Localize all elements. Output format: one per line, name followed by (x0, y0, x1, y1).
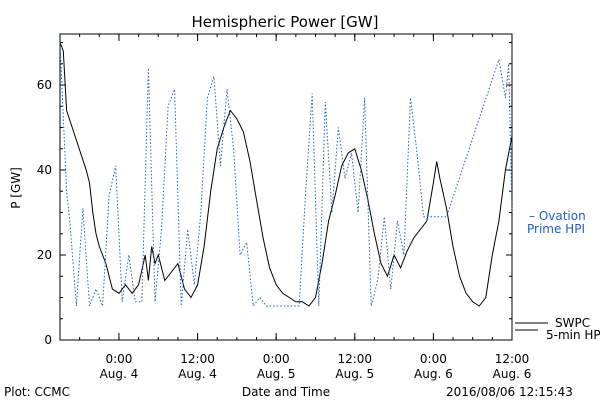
footer-timestamp: 2016/08/06 12:15:43 (446, 385, 573, 399)
ovation-legend-label-1: – Ovation (529, 209, 586, 223)
ovation-legend-label-2: Prime HPI (527, 222, 585, 236)
x-tick-date-label: Aug. 5 (257, 367, 296, 381)
plot-frame (59, 33, 513, 341)
x-tick-date-label: Aug. 5 (335, 367, 374, 381)
x-tick-time-label: 12:00 (495, 352, 530, 366)
footer-plot-credit: Plot: CCMC (4, 385, 70, 399)
y-tick-label: 20 (37, 248, 52, 262)
chart-title: Hemispheric Power [GW] (192, 13, 379, 31)
x-tick-time-label: 0:00 (420, 352, 447, 366)
swpc-legend-label-2: 5-min HPI (546, 328, 600, 342)
x-axis-label: Date and Time (242, 385, 330, 399)
series-line-swpc (59, 42, 513, 307)
x-tick-time-label: 0:00 (263, 352, 290, 366)
x-tick-time-label: 0:00 (105, 352, 132, 366)
x-tick-time-label: 12:00 (337, 352, 372, 366)
y-axis-ticks: 0 20 40 60 (37, 42, 512, 347)
x-tick-date-label: Aug. 6 (493, 367, 532, 381)
y-axis-label: P [GW] (9, 167, 23, 209)
series-layer (59, 42, 513, 308)
x-tick-date-label: Aug. 4 (178, 367, 217, 381)
y-tick-label: 0 (44, 333, 52, 347)
x-tick-date-label: Aug. 6 (414, 367, 453, 381)
x-tick-date-label: Aug. 4 (100, 367, 139, 381)
series-line-ovation (59, 42, 513, 308)
y-tick-label: 60 (37, 78, 52, 92)
swpc-legend-label-1: SWPC (555, 316, 590, 330)
y-tick-label: 40 (37, 163, 52, 177)
x-tick-time-label: 12:00 (180, 352, 215, 366)
